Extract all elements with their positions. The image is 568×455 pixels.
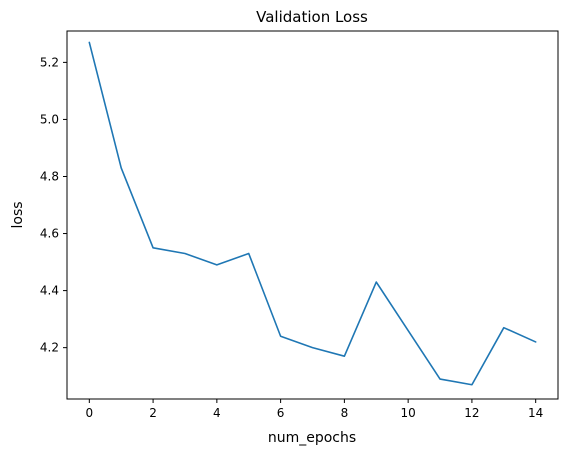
x-tick-label: 10 (401, 406, 416, 420)
y-tick-label: 4.6 (40, 227, 59, 241)
x-axis-label: num_epochs (268, 430, 356, 446)
y-tick-label: 4.8 (40, 169, 59, 183)
y-tick-label: 4.2 (40, 341, 59, 355)
x-tick-label: 14 (528, 406, 543, 420)
loss-series-line (88, 41, 537, 386)
x-tick-label: 8 (341, 406, 349, 420)
x-tick-label: 2 (149, 406, 157, 420)
x-tick-label: 0 (85, 406, 93, 420)
chart-title: Validation Loss (256, 8, 368, 26)
series-layer (88, 41, 537, 386)
x-tick-label: 6 (277, 406, 285, 420)
y-tick-label: 4.4 (40, 284, 59, 298)
plot-area (66, 30, 559, 400)
y-axis-label: loss (10, 201, 26, 228)
y-tick-label: 5.2 (40, 55, 59, 69)
x-tick-label: 4 (213, 406, 221, 420)
x-tick-label: 12 (464, 406, 479, 420)
y-tick-label: 5.0 (40, 112, 59, 126)
x-axis-ticks: 0 2 4 6 8 10 12 14 (85, 399, 543, 420)
y-axis-ticks: 4.2 4.4 4.6 4.8 5.0 5.2 (40, 55, 67, 355)
